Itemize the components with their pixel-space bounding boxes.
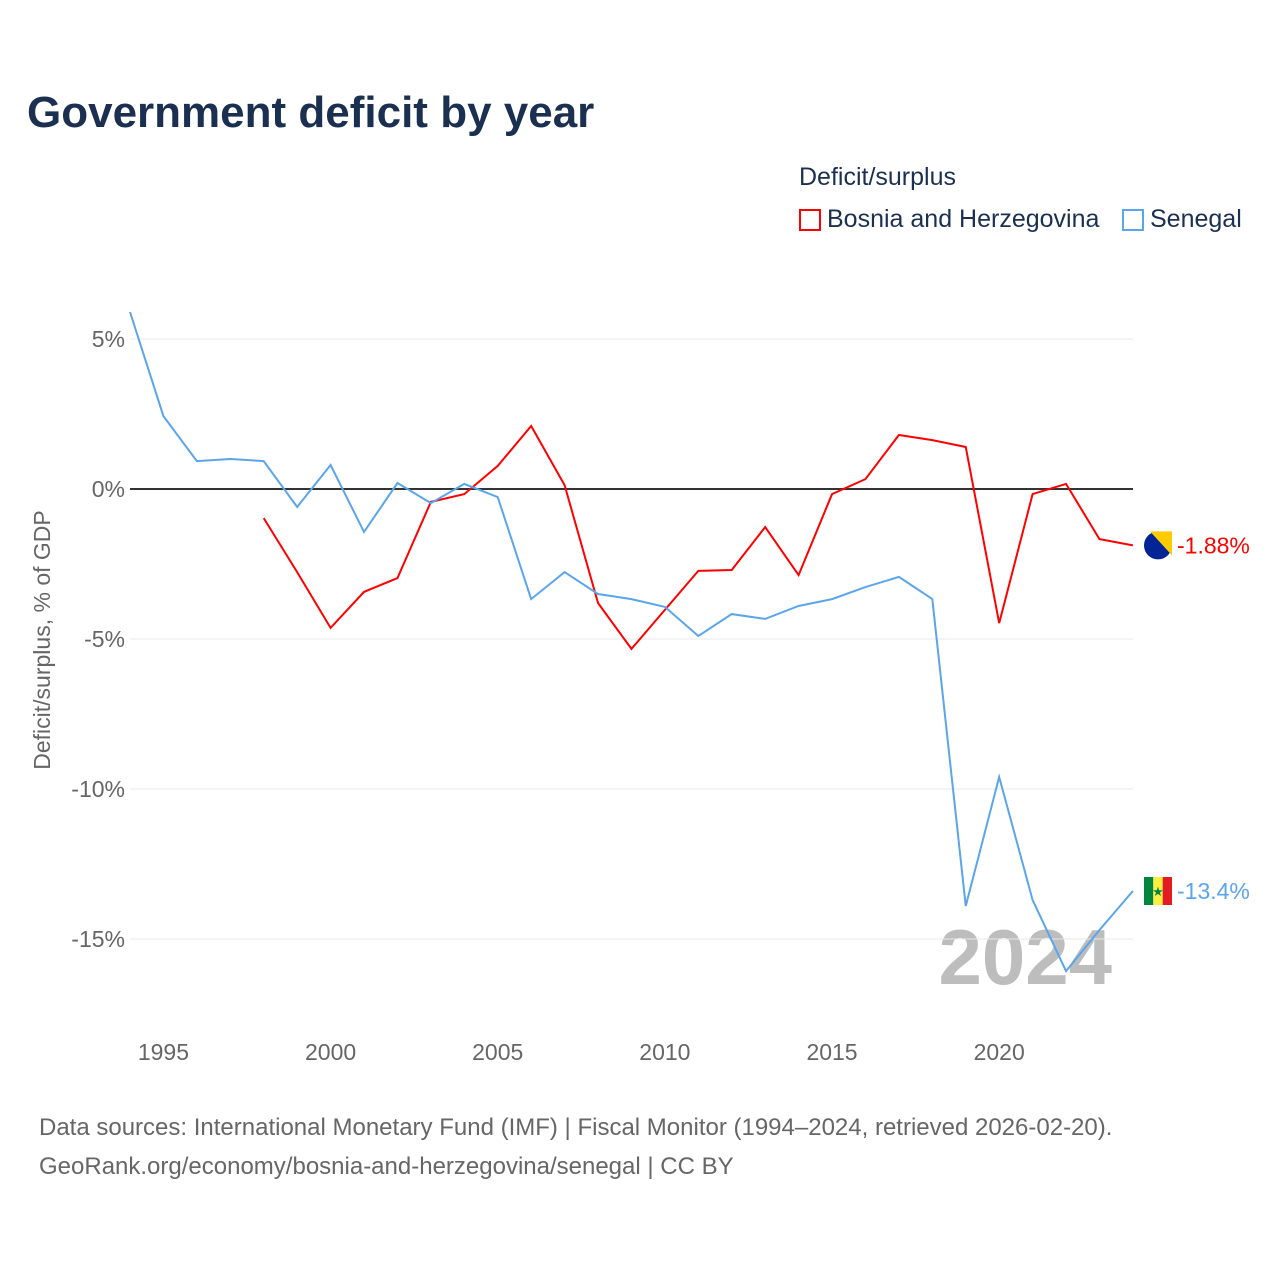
legend-title: Deficit/surplus xyxy=(799,163,956,191)
source-note: Data sources: International Monetary Fun… xyxy=(39,1108,1112,1186)
x-tick-label: 2000 xyxy=(305,1039,356,1065)
end-value-label: -13.4% xyxy=(1177,878,1250,904)
y-axis-label: Deficit/surplus, % of GDP xyxy=(29,510,55,769)
flag-star: ★ xyxy=(1152,884,1164,899)
legend-swatch xyxy=(799,208,821,231)
x-tick-label: 1995 xyxy=(138,1039,189,1065)
series-line-bosnia xyxy=(262,424,1134,651)
y-tick-label: 0% xyxy=(92,476,125,502)
flag-stripe xyxy=(1153,877,1163,905)
x-tick-label: 2015 xyxy=(806,1039,857,1065)
x-tick-label: 2005 xyxy=(472,1039,523,1065)
year-watermark: 2024 xyxy=(938,913,1112,1001)
legend-item-senegal[interactable]: Senegal xyxy=(1122,205,1242,234)
chart-title: Government deficit by year xyxy=(27,88,595,137)
legend-label: Senegal xyxy=(1150,205,1242,233)
x-tick-label: 2020 xyxy=(974,1039,1025,1065)
y-tick-label: -10% xyxy=(71,776,125,802)
flag-stripe xyxy=(1162,877,1172,905)
bosnia-flag-icon xyxy=(1144,531,1172,560)
flag-stripe xyxy=(1144,877,1154,905)
series-line-senegal xyxy=(129,311,1134,973)
x-tick-label: 2010 xyxy=(639,1039,690,1065)
legend-item-bosnia[interactable]: Bosnia and Herzegovina xyxy=(799,205,1099,234)
legend-swatch xyxy=(1122,208,1144,231)
y-tick-label: 5% xyxy=(92,326,125,352)
end-value-label: -1.88% xyxy=(1177,532,1250,558)
source-url[interactable]: GeoRank.org/economy/bosnia-and-herzegovi… xyxy=(39,1153,734,1180)
source-line: Data sources: International Monetary Fun… xyxy=(39,1114,1113,1141)
legend-label: Bosnia and Herzegovina xyxy=(827,205,1100,233)
senegal-flag-icon: ★ xyxy=(1144,877,1172,905)
y-tick-label: -5% xyxy=(84,626,125,652)
flag-triangle xyxy=(1150,531,1172,556)
y-tick-label: -15% xyxy=(71,926,125,952)
